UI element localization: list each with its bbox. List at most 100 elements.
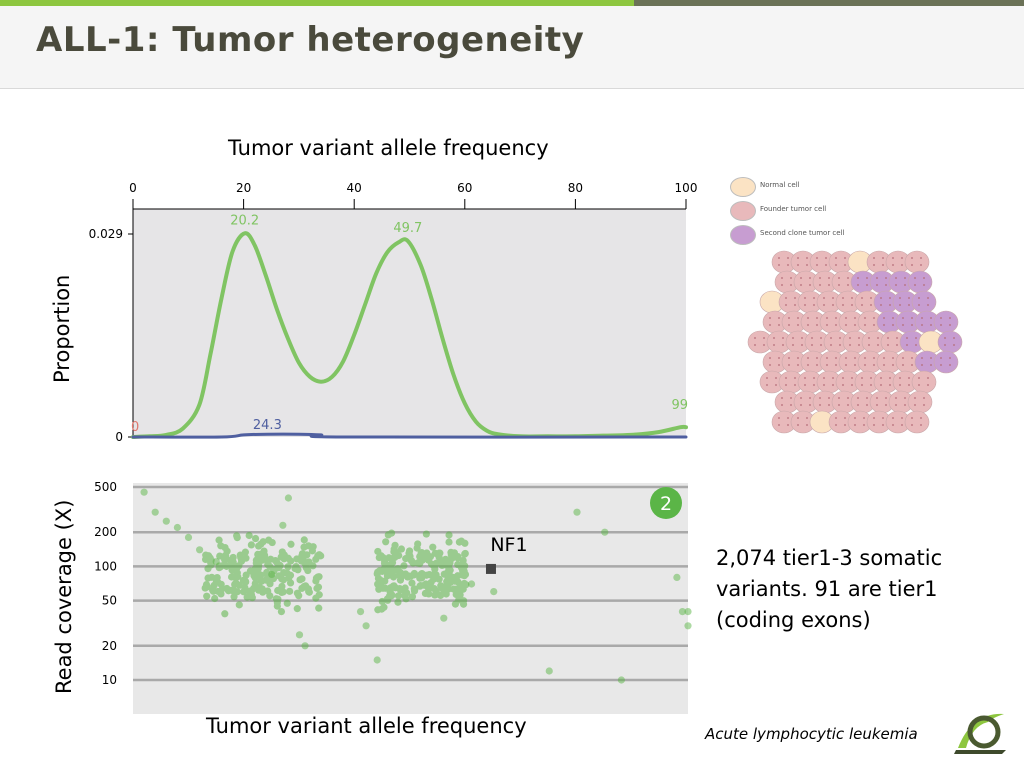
cell-dot: [828, 284, 830, 286]
scatter-point: [221, 610, 229, 618]
cell-dot: [763, 344, 765, 346]
cell-dot: [914, 284, 916, 286]
scatter-point: [247, 587, 256, 595]
scatter-point: [204, 565, 212, 573]
scatter-point: [247, 591, 256, 599]
scatter-point: [227, 586, 235, 594]
scatter-point: [242, 571, 250, 579]
cell: [828, 410, 854, 434]
scatter-point: [294, 566, 302, 574]
cell-dot: [866, 284, 868, 286]
cell: [762, 310, 788, 334]
scatter-point: [255, 573, 263, 581]
cell-dot: [882, 264, 884, 266]
cell-dot: [864, 357, 866, 359]
scatter-y-tick-label: 500: [94, 480, 117, 494]
scatter-point: [267, 572, 275, 580]
cell-dot: [835, 357, 837, 359]
scatter-point: [299, 555, 307, 563]
cell: [918, 330, 944, 354]
cell: [873, 370, 899, 394]
cell-dot: [797, 264, 799, 266]
scatter-point: [425, 590, 433, 598]
scatter-point: [211, 594, 219, 603]
scatter-point: [295, 592, 303, 600]
cell-dot: [819, 397, 821, 399]
scatter-point: [230, 586, 238, 594]
scatter-point: [490, 588, 498, 596]
cell-dot: [885, 277, 887, 279]
scatter-point: [394, 598, 402, 606]
scatter-point: [377, 580, 385, 588]
cell: [937, 330, 963, 354]
cell-dot: [873, 424, 875, 426]
cell-dot: [873, 257, 875, 259]
cell-dot: [873, 264, 875, 266]
cell-dot: [940, 364, 942, 366]
scatter-point: [420, 581, 428, 589]
cell-dot: [911, 324, 913, 326]
scatter-point: [375, 582, 383, 590]
scatter-y-tick-label: 20: [102, 639, 117, 653]
scatter-point: [441, 561, 449, 569]
cell-dot: [918, 304, 920, 306]
cell-dot: [825, 264, 827, 266]
cell-dot: [892, 424, 894, 426]
cell-dot: [944, 344, 946, 346]
summary-line: 2,074 tier1-3 somatic: [716, 546, 943, 570]
scatter-point: [440, 570, 448, 578]
cell-dot: [842, 384, 844, 386]
cell: [888, 390, 914, 414]
scatter-point: [381, 584, 389, 592]
cell: [771, 250, 797, 274]
scatter-point: [432, 560, 440, 568]
scatter-point: [417, 571, 425, 579]
cell-dot: [901, 257, 903, 259]
scatter-point: [429, 571, 437, 579]
cell-dot: [940, 357, 942, 359]
scatter-point: [241, 577, 249, 585]
cell-dot: [806, 257, 808, 259]
cell-dot: [809, 284, 811, 286]
scatter-point: [261, 554, 269, 563]
scatter-point: [416, 582, 424, 590]
cell-dot: [887, 344, 889, 346]
scatter-point: [252, 559, 260, 567]
scatter-point: [277, 553, 285, 561]
cell: [866, 410, 892, 434]
scatter-point: [221, 556, 229, 564]
cell-dot: [813, 297, 815, 299]
scatter-point: [184, 533, 193, 542]
cell-dot: [828, 404, 830, 406]
scatter-point: [446, 578, 454, 587]
scatter-point: [140, 488, 148, 496]
cell-dot: [851, 304, 853, 306]
scatter-point: [271, 556, 280, 565]
density-x-tick-label: 20: [236, 181, 251, 195]
cell-dot: [838, 404, 840, 406]
cell-legend-label: Normal cell: [760, 181, 800, 189]
scatter-y-tick-label: 10: [102, 673, 117, 687]
cell: [854, 370, 880, 394]
cell-dot: [792, 344, 794, 346]
scatter-point: [234, 573, 242, 581]
cell-dot: [787, 417, 789, 419]
scatter-point: [275, 572, 283, 580]
scatter-point: [235, 581, 244, 589]
cell-dot: [849, 344, 851, 346]
cell-dot: [842, 297, 844, 299]
scatter-point: [406, 552, 414, 560]
scatter-point: [387, 529, 396, 537]
cell-dot: [788, 317, 790, 319]
cell-dot: [832, 297, 834, 299]
cell-dot: [816, 257, 818, 259]
cell-dot: [858, 344, 860, 346]
cell-dot: [902, 317, 904, 319]
cell-dot: [914, 404, 916, 406]
scatter-point: [383, 595, 392, 603]
scatter-point: [232, 572, 240, 580]
clone-badge-number: 2: [660, 493, 672, 515]
scatter-point: [221, 561, 229, 569]
scatter-point: [264, 556, 272, 564]
